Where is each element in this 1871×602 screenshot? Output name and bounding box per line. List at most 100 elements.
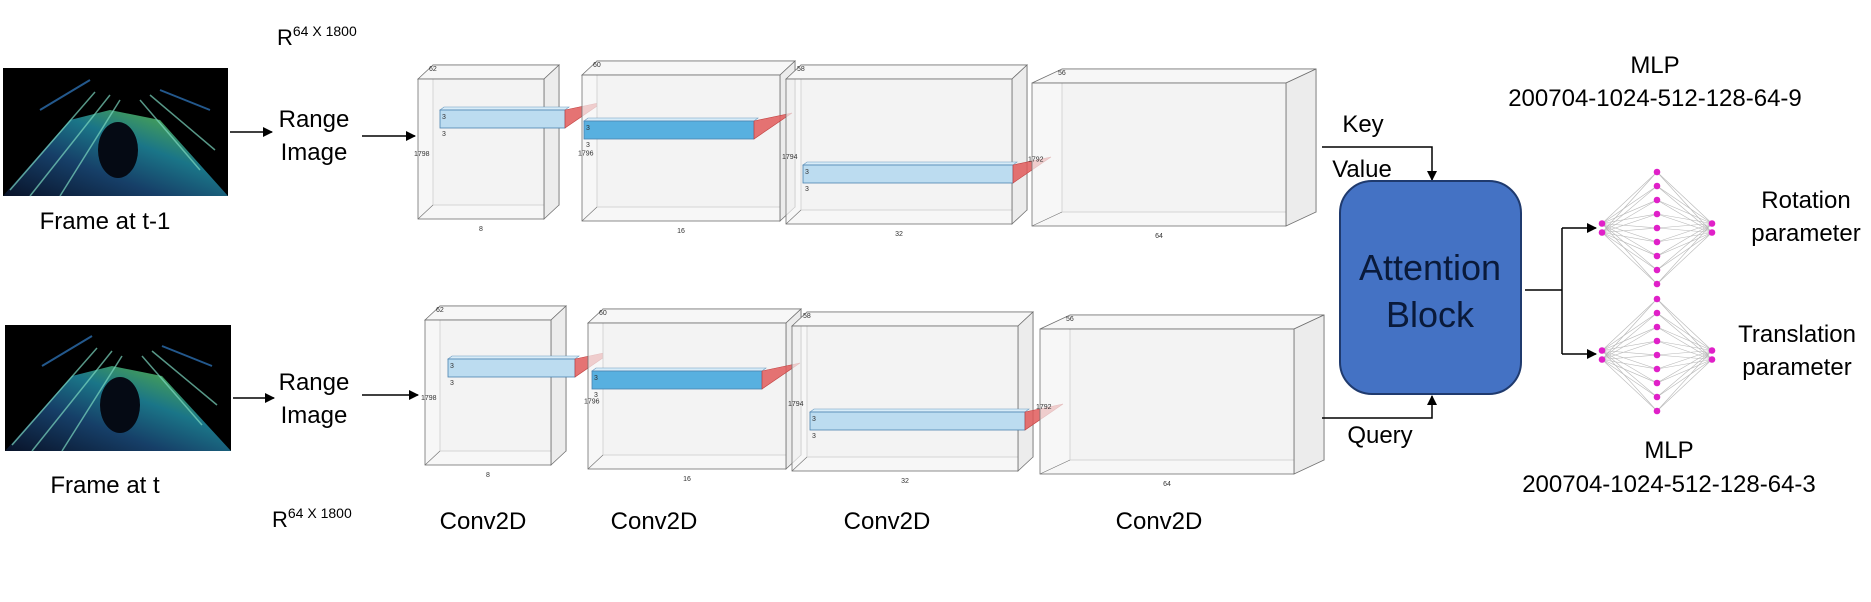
top-layer-1-height: 1798 bbox=[414, 151, 430, 158]
top-layer-4-width: 56 bbox=[1058, 70, 1066, 77]
mlp-bottom-connections bbox=[1601, 298, 1713, 412]
top-kernel-1-a: 3 bbox=[442, 114, 446, 121]
top-kernel-3-b: 3 bbox=[805, 186, 809, 193]
bottom-layer-1-width: 62 bbox=[436, 307, 444, 314]
top-layer-3-height: 1794 bbox=[782, 154, 798, 161]
range-image-label-bottom-line1: Range bbox=[279, 369, 350, 396]
frame-image-bottom bbox=[5, 325, 231, 452]
top-kernel-2-a: 3 bbox=[586, 125, 590, 132]
top-layer-4: 64 1792 56 bbox=[1028, 68, 1317, 240]
mlp-top-node-0-0 bbox=[1598, 220, 1606, 227]
bottom-layer-2-depth: 16 bbox=[683, 476, 691, 483]
bottom-layer-4-depth: 64 bbox=[1163, 481, 1171, 488]
bottom-layer-3: 32 1794 58 3 3 bbox=[788, 311, 1064, 485]
mlp-network-bottom bbox=[1598, 295, 1716, 415]
mlp-top-connections bbox=[1601, 171, 1713, 285]
bottom-kernel-2-a: 3 bbox=[594, 375, 598, 382]
top-kernel-1-b: 3 bbox=[442, 131, 446, 138]
bottom-layer-4-width: 56 bbox=[1066, 316, 1074, 323]
mlp-top-title: MLP bbox=[1630, 52, 1679, 79]
mlp-top-node-1-2 bbox=[1653, 196, 1661, 204]
mlp-top-node-1-3 bbox=[1653, 210, 1661, 218]
top-layer-3-depth: 32 bbox=[895, 231, 903, 238]
bottom-kernel-2: 33 bbox=[591, 362, 801, 399]
attention-block bbox=[1339, 180, 1522, 395]
range-image-label-top-line1: Range bbox=[279, 106, 350, 133]
frame-image-top bbox=[3, 68, 228, 197]
top-layer-2-width: 60 bbox=[593, 62, 601, 69]
key-label: Key bbox=[1342, 111, 1383, 138]
bottom-kernel-1-a: 3 bbox=[450, 363, 454, 370]
mlp-top-node-1-0 bbox=[1653, 168, 1661, 176]
mlp-bottom-node-0-1 bbox=[1598, 356, 1606, 363]
mlp-bottom-node-1-1 bbox=[1653, 309, 1661, 317]
top-layer-4-depth: 64 bbox=[1155, 233, 1163, 240]
top-layer-1-depth: 8 bbox=[479, 226, 483, 233]
rotation-label-line1: Rotation bbox=[1761, 187, 1850, 214]
mlp-bottom-node-1-4 bbox=[1653, 351, 1661, 359]
top-layer-1: 8 1798 62 3 3 bbox=[414, 64, 604, 233]
range-image-label-top-line2: Image bbox=[281, 139, 348, 166]
mlp-top-node-1-4 bbox=[1653, 224, 1661, 232]
mlp-network-top bbox=[1598, 168, 1716, 288]
bottom-layer-2: 16 1796 60 33 bbox=[584, 308, 803, 483]
translation-label-line2: parameter bbox=[1742, 354, 1851, 381]
mlp-bottom-node-2-1 bbox=[1708, 356, 1716, 363]
bottom-kernel-1-b: 3 bbox=[450, 380, 454, 387]
mlp-top-node-1-7 bbox=[1653, 266, 1661, 274]
top-layer-2-height: 1796 bbox=[578, 150, 594, 157]
bottom-layer-2-width: 60 bbox=[599, 310, 607, 317]
range-dim-bottom: R64 X 1800 bbox=[272, 505, 352, 532]
rotation-label-line2: parameter bbox=[1751, 220, 1860, 247]
translation-label-line1: Translation bbox=[1738, 321, 1856, 348]
frame-caption-top: Frame at t-1 bbox=[40, 208, 171, 235]
mlp-bottom-spec: 200704-1024-512-128-64-3 bbox=[1522, 471, 1816, 498]
mlp-top-node-1-5 bbox=[1653, 238, 1661, 246]
bottom-kernel-3-b: 3 bbox=[812, 433, 816, 440]
conv-label-3: Conv2D bbox=[844, 508, 931, 535]
mlp-top-spec: 200704-1024-512-128-64-9 bbox=[1508, 85, 1802, 112]
top-layer-4-height: 1792 bbox=[1028, 157, 1044, 164]
mlp-top-node-1-8 bbox=[1653, 280, 1661, 288]
query-arrow bbox=[1322, 395, 1437, 419]
mlp-top-node-1-1 bbox=[1653, 182, 1661, 190]
key-value-arrow bbox=[1322, 146, 1437, 181]
mlp-bottom-node-1-8 bbox=[1653, 407, 1661, 415]
frame-caption-bottom: Frame at t bbox=[50, 472, 160, 499]
mlp-top-node-0-1 bbox=[1598, 229, 1606, 236]
bottom-layer-3-depth: 32 bbox=[901, 478, 909, 485]
top-layer-3-width: 58 bbox=[797, 66, 805, 73]
bottom-layer-3-width: 58 bbox=[803, 313, 811, 320]
range-image-label-bottom-line2: Image bbox=[281, 402, 348, 429]
mlp-bottom-node-2-0 bbox=[1708, 347, 1716, 354]
bottom-layer-1-height: 1798 bbox=[421, 395, 437, 402]
top-layer-3: 32 1794 58 3 3 bbox=[782, 64, 1052, 238]
bottom-layer-2-height: 1796 bbox=[584, 398, 600, 405]
query-label: Query bbox=[1347, 422, 1412, 449]
bottom-layer-3-height: 1794 bbox=[788, 401, 804, 408]
mlp-top-node-2-0 bbox=[1708, 220, 1716, 227]
mlp-bottom-title: MLP bbox=[1644, 437, 1693, 464]
mlp-bottom-node-1-0 bbox=[1653, 295, 1661, 303]
mlp-split-connector bbox=[1525, 223, 1597, 359]
range-dim-top: R64 X 1800 bbox=[277, 23, 357, 50]
bottom-layer-4-height: 1792 bbox=[1036, 404, 1052, 411]
top-layer-2-depth: 16 bbox=[677, 228, 685, 235]
conv-label-4: Conv2D bbox=[1116, 508, 1203, 535]
bottom-layer-1: 8 1798 62 3 3 bbox=[421, 305, 614, 479]
top-layer-1-width: 62 bbox=[429, 66, 437, 73]
top-kernel-2: 33 bbox=[583, 112, 793, 149]
attention-block-line2: Block bbox=[1386, 294, 1475, 335]
attention-block-line1: Attention bbox=[1359, 247, 1501, 288]
bottom-kernel-3-a: 3 bbox=[812, 416, 816, 423]
value-label: Value bbox=[1332, 156, 1392, 183]
bottom-layer-4: 64 1792 56 bbox=[1036, 314, 1325, 488]
mlp-bottom-node-1-6 bbox=[1653, 379, 1661, 387]
conv-label-2: Conv2D bbox=[611, 508, 698, 535]
mlp-top-node-1-6 bbox=[1653, 252, 1661, 260]
top-kernel-2-b: 3 bbox=[586, 142, 590, 149]
